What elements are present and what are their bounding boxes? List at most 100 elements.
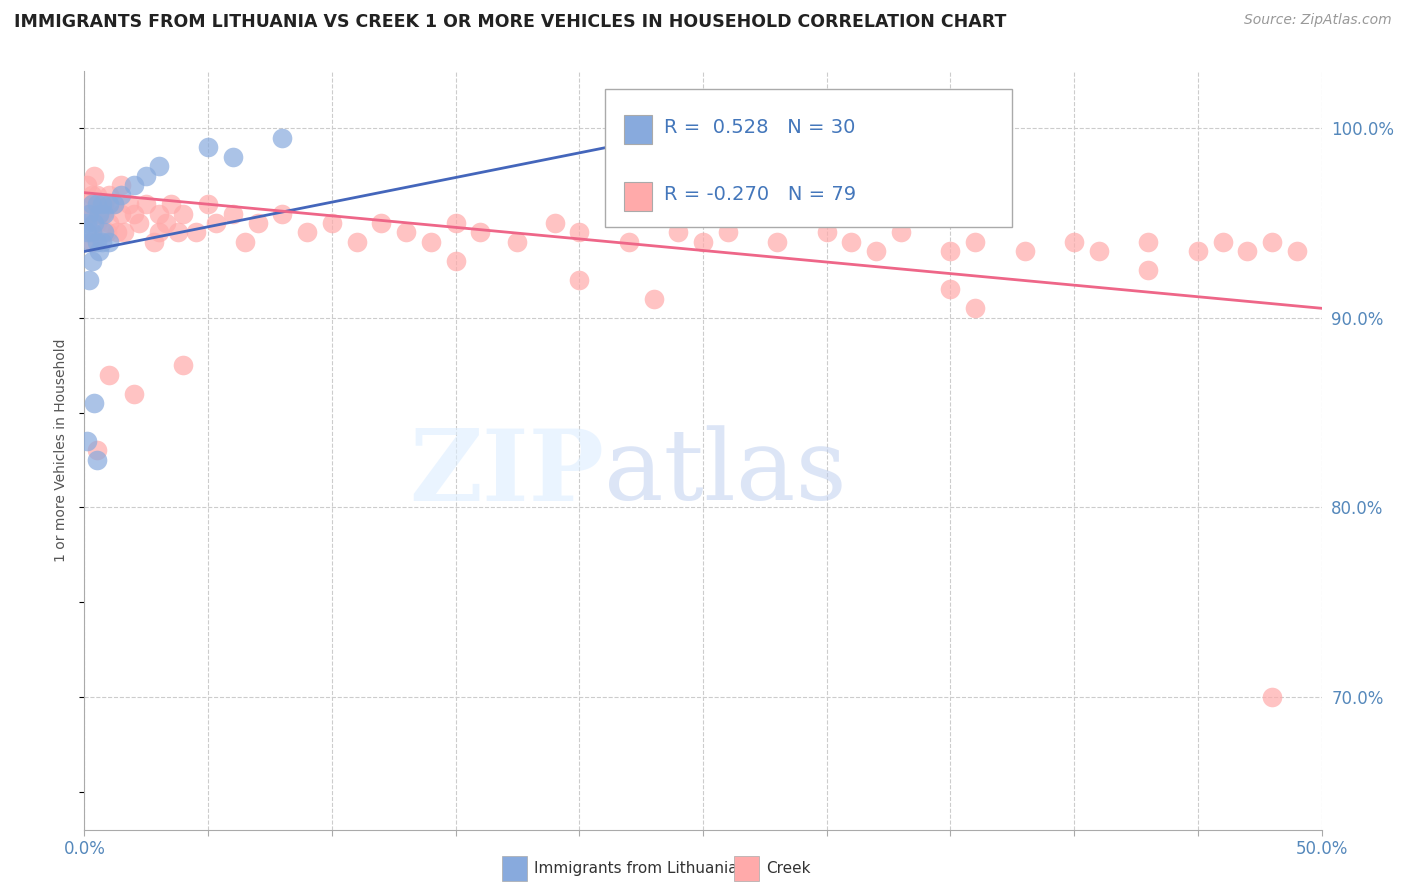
Point <box>148 206 170 220</box>
Point <box>86 443 108 458</box>
Point <box>1088 244 1111 259</box>
Point <box>184 226 207 240</box>
Text: Immigrants from Lithuania: Immigrants from Lithuania <box>534 862 738 876</box>
Point <box>80 226 103 240</box>
Point <box>506 235 529 249</box>
Text: atlas: atlas <box>605 425 846 521</box>
Point <box>98 216 121 230</box>
Point <box>86 197 108 211</box>
Point <box>86 187 108 202</box>
Point <box>122 386 145 401</box>
Point <box>470 226 492 240</box>
Point <box>110 206 132 220</box>
Point <box>83 396 105 410</box>
Point <box>1285 244 1308 259</box>
Point <box>80 235 103 249</box>
Point <box>246 216 269 230</box>
Text: Creek: Creek <box>766 862 811 876</box>
Text: ZIP: ZIP <box>409 425 605 522</box>
Point <box>197 140 219 154</box>
Point <box>295 226 318 240</box>
Point <box>142 235 165 249</box>
Point <box>766 235 789 249</box>
Point <box>86 235 108 249</box>
Point <box>76 226 98 240</box>
Point <box>543 216 565 230</box>
Point <box>1261 235 1284 249</box>
Point <box>395 226 418 240</box>
Point <box>568 273 591 287</box>
Text: Source: ZipAtlas.com: Source: ZipAtlas.com <box>1244 13 1392 28</box>
Point <box>76 434 98 448</box>
Point <box>76 216 98 230</box>
Point <box>1137 235 1160 249</box>
Point <box>79 235 101 249</box>
Point <box>135 197 157 211</box>
Point <box>172 358 194 372</box>
Point <box>222 150 245 164</box>
Point <box>103 197 125 211</box>
Point <box>692 235 714 249</box>
Point <box>118 197 141 211</box>
Point <box>105 226 128 240</box>
Point <box>939 244 962 259</box>
Point <box>122 178 145 192</box>
Point <box>160 197 183 211</box>
Point <box>617 235 640 249</box>
Point <box>79 206 101 220</box>
Point <box>155 216 177 230</box>
Point <box>666 226 689 240</box>
Point <box>76 206 98 220</box>
Point <box>643 292 665 306</box>
Point <box>965 301 987 316</box>
Point <box>419 235 441 249</box>
Point <box>89 206 111 220</box>
Point <box>90 197 112 211</box>
Point <box>93 226 115 240</box>
Point <box>172 206 194 220</box>
Point <box>96 226 118 240</box>
Point <box>135 169 157 183</box>
Point <box>110 187 132 202</box>
Point <box>80 187 103 202</box>
Point <box>444 216 467 230</box>
Point <box>89 244 111 259</box>
Point <box>233 235 256 249</box>
Point <box>98 235 121 249</box>
Point <box>1137 263 1160 277</box>
Point <box>80 197 103 211</box>
Point <box>717 226 740 240</box>
Point <box>93 206 115 220</box>
Point <box>122 206 145 220</box>
Point <box>1236 244 1258 259</box>
Point <box>79 273 101 287</box>
Point <box>128 216 150 230</box>
Point <box>90 235 112 249</box>
Point <box>103 197 125 211</box>
Text: R = -0.270   N = 79: R = -0.270 N = 79 <box>664 185 856 204</box>
Point <box>83 169 105 183</box>
Point <box>271 206 294 220</box>
Point <box>865 244 887 259</box>
Point <box>939 282 962 296</box>
Point <box>204 216 226 230</box>
Point <box>98 368 121 382</box>
Point <box>271 130 294 145</box>
Point <box>93 197 115 211</box>
Point <box>86 216 108 230</box>
Point <box>148 226 170 240</box>
Point <box>89 197 111 211</box>
Point <box>841 235 863 249</box>
Point <box>76 178 98 192</box>
Point <box>167 226 190 240</box>
Point <box>112 226 135 240</box>
Point <box>1187 244 1209 259</box>
Y-axis label: 1 or more Vehicles in Household: 1 or more Vehicles in Household <box>55 339 69 562</box>
Point <box>1261 690 1284 704</box>
Point <box>1063 235 1085 249</box>
Point <box>370 216 392 230</box>
Text: R =  0.528   N = 30: R = 0.528 N = 30 <box>664 118 855 137</box>
Point <box>321 216 343 230</box>
Point <box>90 206 112 220</box>
Point <box>965 235 987 249</box>
